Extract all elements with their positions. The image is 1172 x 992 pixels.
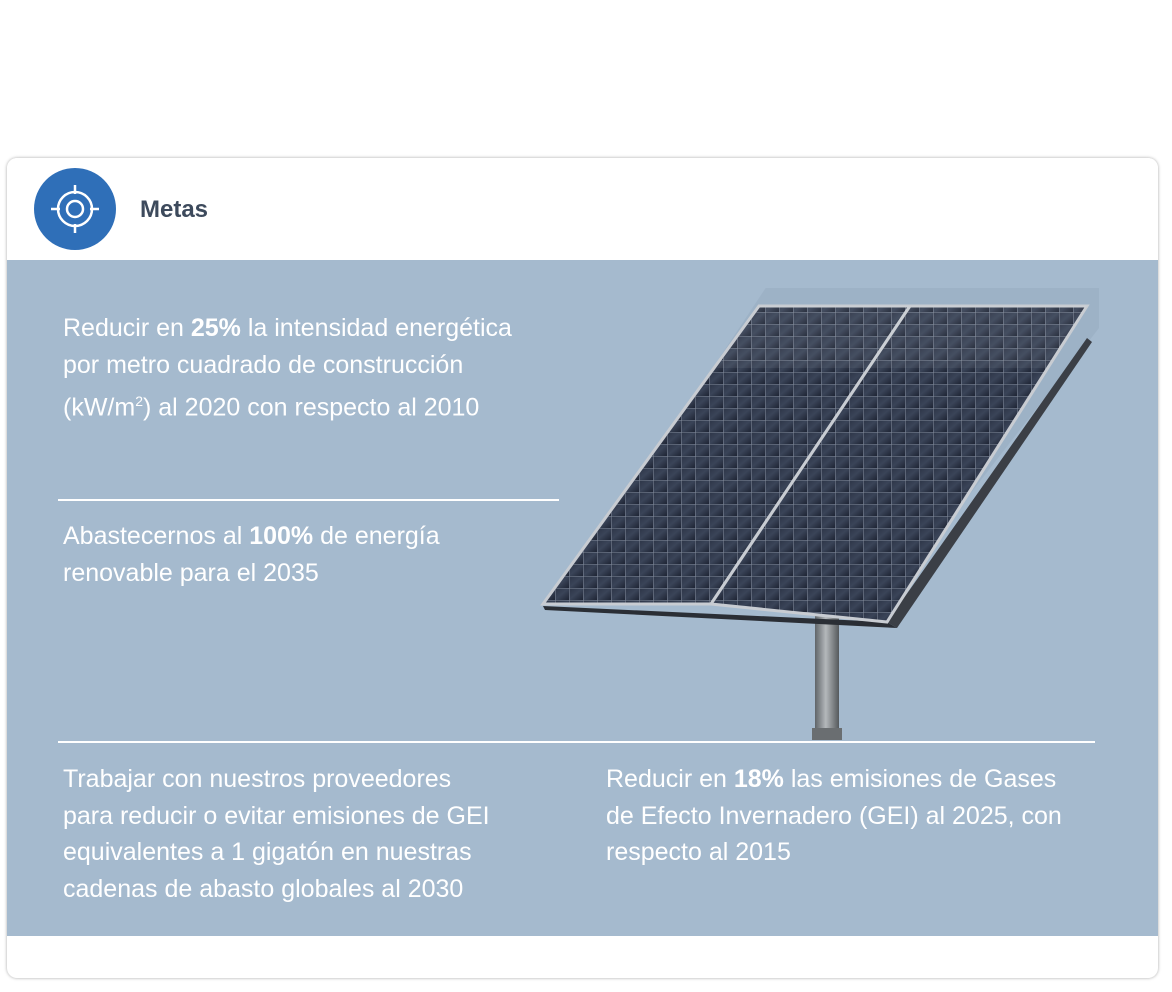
goal-line: Reducir en 18% las emisiones de Gases — [606, 765, 1057, 793]
goal-highlight: 25% — [190, 314, 241, 342]
goal-line: para reducir o evitar emisiones de GEI — [63, 801, 490, 830]
goal-line: (kW/m2) al 2020 con respecto al 2010 — [63, 393, 480, 422]
goal-line: Abastecernos al 100% de energía — [63, 522, 440, 550]
goal-line: de Efecto Invernadero (GEI) al 2025, con — [606, 801, 1062, 830]
goal-suppliers-emissions: Trabajar con nuestros proveedores para r… — [63, 761, 583, 907]
goal-line: renovable para el 2035 — [63, 558, 319, 587]
goal-line: cadenas de abasto globales al 2030 — [63, 874, 464, 903]
goal-ghg-reduction: Reducir en 18% las emisiones de Gases de… — [606, 761, 1146, 871]
goals-panel: Reducir en 25% la intensidad energética … — [7, 260, 1158, 936]
card-header: Metas — [7, 158, 1158, 260]
target-icon — [34, 168, 116, 250]
goals-card: Metas — [7, 158, 1158, 978]
goal-energy-intensity: Reducir en 25% la intensidad energética … — [63, 310, 563, 426]
goal-line: Trabajar con nuestros proveedores — [63, 765, 452, 793]
goal-highlight: 18% — [733, 765, 784, 793]
divider — [58, 499, 559, 501]
solar-panel-image — [540, 288, 1099, 740]
divider — [58, 741, 1095, 743]
goal-line: por metro cuadrado de construcción — [63, 350, 464, 379]
goal-line: Reducir en 25% la intensidad energética — [63, 314, 512, 342]
goal-line: respecto al 2015 — [606, 838, 791, 866]
page-title: Metas — [140, 196, 209, 223]
goal-highlight: 100% — [249, 522, 314, 550]
goal-line: equivalentes a 1 gigatón en nuestras — [63, 838, 472, 866]
goal-renewable-energy: Abastecernos al 100% de energía renovabl… — [63, 518, 563, 591]
